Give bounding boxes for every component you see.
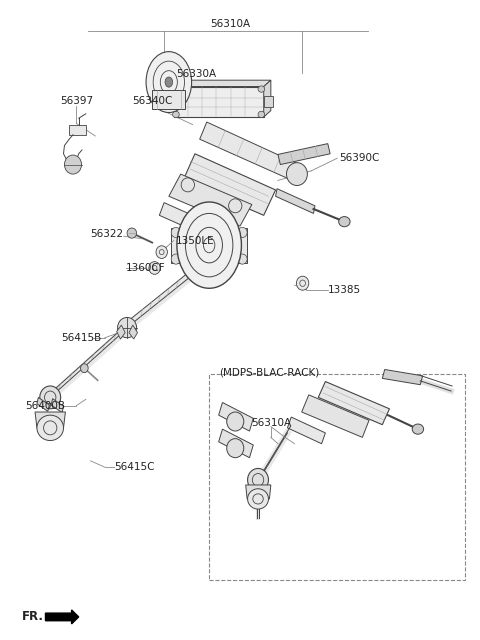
Polygon shape	[276, 189, 315, 213]
Ellipse shape	[81, 364, 88, 372]
Polygon shape	[264, 80, 271, 117]
Text: (MDPS-BLAC-RACK): (MDPS-BLAC-RACK)	[219, 367, 319, 377]
Text: 56415C: 56415C	[114, 462, 155, 472]
Ellipse shape	[37, 415, 63, 440]
Text: 56400B: 56400B	[25, 401, 65, 411]
Polygon shape	[35, 412, 65, 428]
Polygon shape	[278, 143, 330, 164]
Ellipse shape	[248, 489, 268, 509]
Ellipse shape	[64, 155, 82, 174]
Ellipse shape	[127, 228, 137, 238]
Polygon shape	[183, 154, 276, 215]
Polygon shape	[288, 417, 325, 444]
Ellipse shape	[156, 246, 168, 259]
Polygon shape	[117, 325, 125, 339]
Polygon shape	[200, 122, 300, 180]
Text: 56310A: 56310A	[210, 19, 251, 29]
Ellipse shape	[146, 52, 192, 113]
Text: FR.: FR.	[22, 611, 44, 623]
Polygon shape	[383, 369, 423, 385]
Polygon shape	[169, 174, 252, 226]
Ellipse shape	[165, 77, 173, 87]
Polygon shape	[264, 96, 273, 108]
Text: 56415B: 56415B	[61, 333, 101, 343]
Ellipse shape	[118, 317, 137, 338]
Ellipse shape	[248, 468, 268, 492]
Ellipse shape	[171, 227, 180, 237]
Polygon shape	[301, 395, 369, 437]
Text: 56330A: 56330A	[176, 69, 216, 79]
Ellipse shape	[227, 412, 244, 431]
Ellipse shape	[177, 202, 241, 288]
Ellipse shape	[173, 111, 179, 118]
Ellipse shape	[258, 111, 264, 118]
Ellipse shape	[227, 438, 244, 458]
Ellipse shape	[339, 216, 350, 227]
Polygon shape	[171, 228, 247, 263]
Polygon shape	[69, 125, 86, 135]
Polygon shape	[152, 90, 185, 109]
Text: 56340C: 56340C	[132, 96, 172, 106]
Bar	[209, 374, 466, 580]
Text: 56397: 56397	[60, 96, 93, 106]
Text: 1350LE: 1350LE	[176, 236, 215, 246]
Text: 1360CF: 1360CF	[126, 263, 166, 273]
Polygon shape	[318, 381, 389, 425]
Text: 56322: 56322	[91, 229, 124, 239]
Ellipse shape	[238, 227, 247, 237]
Ellipse shape	[412, 424, 424, 434]
Polygon shape	[159, 203, 207, 234]
Polygon shape	[174, 86, 264, 117]
Text: 56390C: 56390C	[340, 153, 380, 163]
Ellipse shape	[149, 262, 160, 275]
Ellipse shape	[40, 386, 60, 409]
Ellipse shape	[287, 163, 307, 186]
Polygon shape	[37, 397, 49, 412]
Ellipse shape	[297, 276, 309, 290]
Polygon shape	[51, 399, 63, 413]
Text: 56310A: 56310A	[251, 418, 291, 428]
Polygon shape	[246, 485, 271, 499]
Polygon shape	[174, 80, 271, 86]
Ellipse shape	[171, 254, 180, 264]
FancyArrow shape	[46, 610, 79, 624]
Polygon shape	[219, 403, 253, 431]
Polygon shape	[129, 325, 137, 339]
Ellipse shape	[258, 86, 264, 92]
Ellipse shape	[173, 86, 179, 92]
Ellipse shape	[238, 254, 247, 264]
Polygon shape	[219, 429, 253, 458]
Text: 13385: 13385	[328, 285, 361, 294]
